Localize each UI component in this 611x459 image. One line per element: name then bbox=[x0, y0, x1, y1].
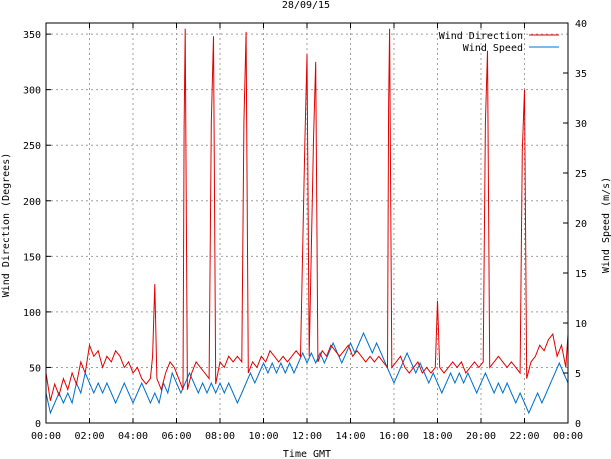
x-tick-label: 22:00 bbox=[509, 431, 539, 442]
legend-wind-speed-label: Wind Speed bbox=[463, 43, 523, 54]
y-right-tick-label: 25 bbox=[575, 169, 587, 180]
x-tick-label: 12:00 bbox=[292, 431, 322, 442]
y-right-tick-label: 0 bbox=[575, 419, 581, 430]
legend-wind-direction-label: Wind Direction bbox=[439, 31, 523, 42]
y-right-tick-label: 35 bbox=[575, 69, 587, 80]
y-left-tick-label: 100 bbox=[23, 308, 41, 319]
x-tick-label: 20:00 bbox=[466, 431, 496, 442]
chart-title: 28/09/15 bbox=[282, 0, 330, 11]
y-right-tick-label: 30 bbox=[575, 119, 587, 130]
y-right-tick-label: 20 bbox=[575, 219, 587, 230]
y-left-tick-label: 200 bbox=[23, 197, 41, 208]
x-tick-label: 08:00 bbox=[205, 431, 235, 442]
x-tick-label: 00:00 bbox=[31, 431, 61, 442]
wind-speed-line bbox=[45, 331, 569, 415]
x-tick-label: 14:00 bbox=[335, 431, 365, 442]
series-layer bbox=[45, 28, 569, 415]
y-left-tick-label: 350 bbox=[23, 30, 41, 41]
x-tick-label: 00:00 bbox=[553, 431, 583, 442]
y-axis-left-label: Wind Direction (Degrees) bbox=[1, 153, 12, 298]
y-left-tick-label: 150 bbox=[23, 252, 41, 263]
y-left-tick-label: 50 bbox=[29, 363, 41, 374]
axis-ticks: 00:00 02:00 04:00 06:00 08:00 10:00 12:00 14:00… bbox=[23, 19, 587, 442]
x-tick-label: 06:00 bbox=[161, 431, 191, 442]
y-axis-right-label: Wind Speed (m/s) bbox=[601, 177, 611, 273]
x-tick-label: 04:00 bbox=[118, 431, 148, 442]
x-axis-label: Time GMT bbox=[283, 449, 331, 459]
x-tick-label: 16:00 bbox=[379, 431, 409, 442]
y-right-tick-label: 5 bbox=[575, 369, 581, 380]
x-tick-label: 18:00 bbox=[422, 431, 452, 442]
x-tick-label: 02:00 bbox=[74, 431, 104, 442]
y-left-tick-label: 0 bbox=[35, 419, 41, 430]
y-left-tick-label: 300 bbox=[23, 86, 41, 97]
y-right-tick-label: 40 bbox=[575, 19, 587, 30]
y-left-tick-label: 250 bbox=[23, 141, 41, 152]
wind-direction-line bbox=[45, 28, 569, 401]
y-right-tick-label: 10 bbox=[575, 319, 587, 330]
y-right-tick-label: 15 bbox=[575, 269, 587, 280]
x-tick-label: 10:00 bbox=[248, 431, 278, 442]
